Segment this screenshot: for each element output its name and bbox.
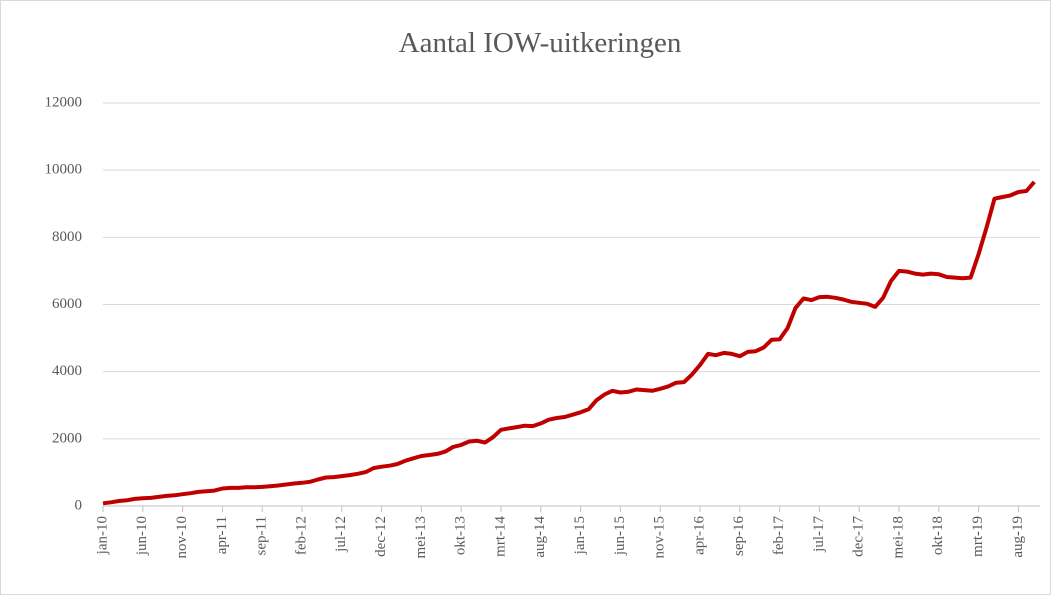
x-tick-label: jun-10 <box>134 516 150 556</box>
x-tick-label: jun-15 <box>612 516 628 556</box>
x-tick-label: aug-19 <box>1010 516 1026 558</box>
x-tick-label: jul-12 <box>333 516 349 553</box>
y-tick-label: 8000 <box>52 229 82 245</box>
x-tick-label: feb-12 <box>293 516 309 555</box>
x-tick-label: apr-11 <box>214 516 230 554</box>
x-tick-label: nov-15 <box>652 516 668 559</box>
y-tick-label: 0 <box>75 497 83 513</box>
x-tick-label: feb-17 <box>771 516 787 556</box>
chart-title: Aantal IOW-uitkeringen <box>399 27 682 59</box>
y-tick-label: 12000 <box>45 94 83 110</box>
x-tick-label: mei-18 <box>890 516 906 559</box>
x-tick-label: dec-17 <box>851 516 867 557</box>
x-tick-label: okt-13 <box>453 516 469 555</box>
x-tick-label: jul-17 <box>811 516 827 553</box>
x-tick-label: mrt-14 <box>492 516 508 557</box>
x-tick-label: nov-10 <box>174 516 190 559</box>
data-line <box>102 180 1036 506</box>
y-tick-label: 4000 <box>52 363 82 379</box>
x-tick-label: sep-16 <box>731 516 747 556</box>
x-tick-label: jan-15 <box>572 516 588 555</box>
y-tick-label: 6000 <box>52 296 82 312</box>
x-tick-label: aug-14 <box>532 516 548 558</box>
x-tick-label: sep-11 <box>254 516 270 555</box>
x-tick-label: apr-16 <box>691 516 707 555</box>
x-tick-label: mei-13 <box>413 516 429 559</box>
x-tick-label: mrt-19 <box>970 516 986 557</box>
x-tick-label: okt-18 <box>930 516 946 555</box>
y-tick-label: 10000 <box>45 162 83 178</box>
y-tick-label: 2000 <box>52 430 82 446</box>
x-tick-label: jan-10 <box>94 516 110 555</box>
x-tick-label: dec-12 <box>373 516 389 557</box>
